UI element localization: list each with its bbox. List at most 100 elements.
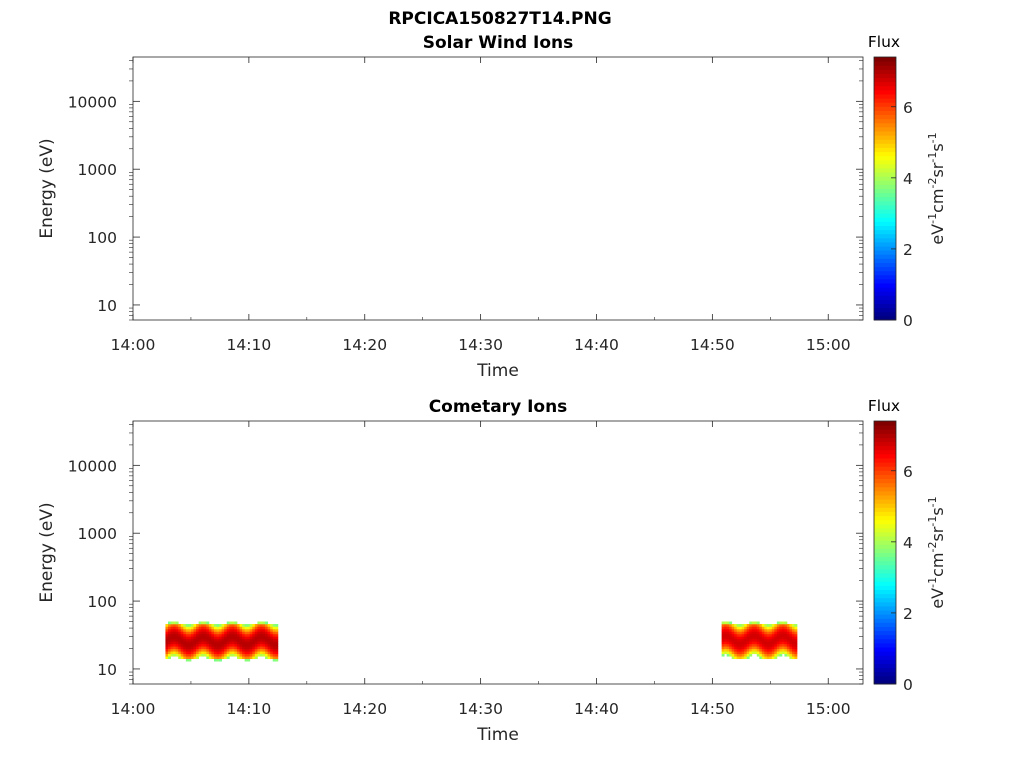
- colorbar-swatch: [874, 536, 896, 541]
- colorbar-swatch: [874, 200, 896, 206]
- heatmap-cell: [766, 638, 770, 642]
- heatmap-cell: [776, 631, 780, 635]
- heatmap-cell: [183, 631, 187, 635]
- heatmap-cell: [734, 623, 738, 627]
- heatmap-cell: [221, 643, 225, 647]
- heatmap-cell: [759, 638, 763, 642]
- heatmap-cell: [226, 626, 230, 630]
- heatmap-cell: [786, 648, 790, 652]
- colorbar-frame: [873, 420, 897, 685]
- colorbar-swatch: [874, 671, 896, 677]
- heatmap-cell: [749, 631, 753, 635]
- heatmap-cell: [771, 628, 775, 632]
- heatmap-cell: [764, 656, 768, 660]
- heatmap-cell: [741, 631, 745, 635]
- heatmap-cell: [180, 641, 184, 645]
- heatmap-cell: [185, 626, 189, 630]
- heatmap-cell: [270, 648, 274, 652]
- heatmap-cell: [766, 646, 770, 650]
- heatmap-cell: [275, 643, 279, 647]
- heatmap-cell: [178, 646, 182, 650]
- heatmap-cell: [224, 656, 228, 660]
- heatmap-cell: [751, 651, 755, 655]
- heatmap-cell: [257, 648, 261, 652]
- heatmap-cell: [789, 643, 793, 647]
- heatmap-cell: [234, 651, 238, 655]
- heatmap-cell: [196, 633, 200, 637]
- colorbar-tick-label: 0: [903, 676, 913, 694]
- heatmap-cell: [239, 628, 243, 632]
- heatmap-cell: [259, 633, 263, 637]
- heatmap-cell: [259, 648, 263, 652]
- heatmap-cell: [756, 628, 760, 632]
- heatmap-cell: [234, 633, 238, 637]
- heatmap-cell: [270, 628, 274, 632]
- heatmap-cell: [759, 633, 763, 637]
- heatmap-cell: [786, 631, 790, 635]
- heatmap-cell: [741, 643, 745, 647]
- heatmap-cell: [175, 643, 179, 647]
- heatmap-cell: [275, 636, 279, 640]
- colorbar-swatch: [874, 176, 896, 181]
- colorbar-swatch: [874, 470, 896, 475]
- heatmap-cell: [746, 648, 750, 652]
- heatmap-cell: [779, 626, 783, 630]
- heatmap-cell: [180, 626, 184, 630]
- colorbar-swatch: [874, 490, 896, 496]
- heatmap-cell: [265, 648, 269, 652]
- heatmap-cell: [165, 641, 169, 645]
- heatmap-cell: [749, 646, 753, 650]
- heatmap-cell: [257, 643, 261, 647]
- heatmap-cell: [724, 631, 728, 635]
- heatmap-cell: [165, 653, 169, 657]
- heatmap-cell: [741, 633, 745, 637]
- colorbar-swatch: [874, 589, 896, 595]
- heatmap-cell: [739, 648, 743, 652]
- heatmap-cell: [774, 641, 778, 645]
- heatmap-cell: [774, 631, 778, 635]
- heatmap-cell: [178, 653, 182, 657]
- heatmap-cell: [275, 628, 279, 632]
- heatmap-cell: [779, 646, 783, 650]
- heatmap-cell: [791, 646, 795, 650]
- colorbar-swatch: [874, 130, 896, 136]
- heatmap-cell: [259, 636, 263, 640]
- y-axis-label: Energy (eV): [37, 502, 57, 602]
- colorbar-swatch: [874, 147, 896, 153]
- colorbar-swatch: [874, 634, 896, 640]
- heatmap-cell: [196, 631, 200, 635]
- heatmap-cell: [781, 643, 785, 647]
- heatmap-cell: [252, 636, 256, 640]
- panel-title: Solar Wind Ions: [423, 33, 574, 53]
- heatmap-cell: [247, 626, 251, 630]
- heatmap-cell: [203, 636, 207, 640]
- heatmap-cell: [193, 643, 197, 647]
- heatmap-cell: [216, 626, 220, 630]
- heatmap-cell: [196, 636, 200, 640]
- heatmap-cell: [766, 656, 770, 660]
- heatmap-cell: [275, 648, 279, 652]
- heatmap-cell: [726, 638, 730, 642]
- heatmap-cell: [213, 656, 217, 660]
- colorbar-swatch: [874, 552, 896, 558]
- heatmap-cell: [244, 646, 248, 650]
- heatmap-cell: [231, 641, 235, 645]
- colorbar-swatch: [874, 457, 896, 463]
- heatmap-cell: [761, 636, 765, 640]
- colorbar-swatch: [874, 585, 896, 590]
- heatmap-cell: [786, 643, 790, 647]
- heatmap-cell: [221, 623, 225, 627]
- heatmap-cell: [739, 628, 743, 632]
- heatmap-cell: [729, 623, 733, 627]
- heatmap-cell: [185, 653, 189, 657]
- colorbar-swatch: [874, 519, 896, 525]
- heatmap-cell: [252, 653, 256, 657]
- x-tick-label: 14:50: [690, 336, 735, 354]
- heatmap-cell: [794, 623, 798, 627]
- colorbar-swatch: [874, 527, 896, 533]
- heatmap-cell: [208, 651, 212, 655]
- heatmap-cell: [736, 628, 740, 632]
- heatmap-cell: [206, 636, 210, 640]
- colorbar-swatch: [874, 622, 896, 627]
